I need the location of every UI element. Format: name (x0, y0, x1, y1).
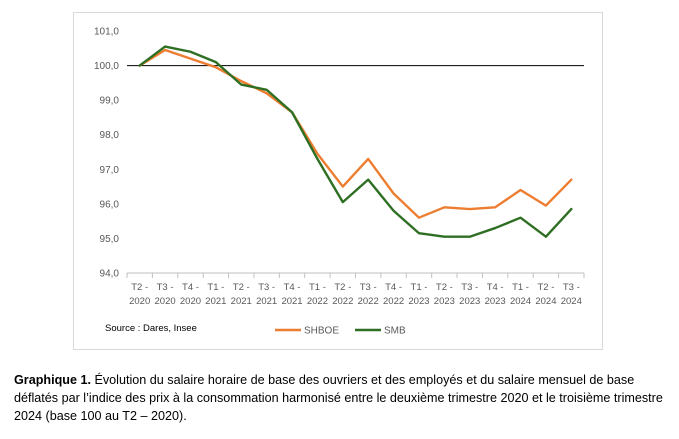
caption-label: Graphique 1. (14, 373, 91, 387)
legend-label-smb: SMB (384, 326, 406, 337)
x-tick-label: T1 -2021 (205, 282, 226, 307)
series-line-shboe (138, 48, 573, 219)
y-tick-label: 101,0 (94, 27, 119, 38)
y-tick-label: 98,0 (100, 130, 120, 141)
x-tick-label: T4 -2021 (281, 282, 302, 307)
source-note: Source : Dares, Insee (105, 323, 197, 334)
y-axis: 94,0 95,0 96,0 97,0 98,0 99,0 100,0 101,0 (94, 27, 119, 280)
x-tick-label: T2 -2023 (434, 282, 455, 307)
x-tick-label: T2 -2022 (332, 282, 353, 307)
figure-caption: Graphique 1. Évolution du salaire horair… (14, 371, 669, 425)
x-tick-label: T2 -2021 (231, 282, 252, 307)
x-tick-label: T2 -2020 (129, 282, 150, 307)
y-tick-label: 100,0 (94, 61, 119, 72)
x-tick-label: T1 -2023 (408, 282, 429, 307)
legend-label-shboe: SHBOE (304, 326, 339, 337)
y-tick-label: 99,0 (100, 96, 120, 107)
x-tick-label: T1 -2024 (510, 282, 531, 307)
x-tick-label: T3 -2021 (256, 282, 277, 307)
y-tick-label: 97,0 (100, 165, 120, 176)
y-tick-label: 94,0 (100, 269, 120, 280)
x-tick-label: T3 -2024 (561, 282, 582, 307)
caption-text: Évolution du salaire horaire de base des… (14, 373, 663, 423)
x-tick-label: T2 -2024 (535, 282, 556, 307)
y-tick-label: 96,0 (100, 199, 120, 210)
series-line-smb (138, 45, 573, 238)
x-tick-label: T1 -2022 (307, 282, 328, 307)
x-tick-label: T3 -2022 (358, 282, 379, 307)
y-tick-label: 95,0 (100, 234, 120, 245)
x-tick-label: T4 -2020 (180, 282, 201, 307)
x-tick-label: T4 -2022 (383, 282, 404, 307)
legend: SHBOE SMB (275, 326, 406, 337)
x-tick-label: T3 -2020 (155, 282, 176, 307)
x-tick-label: T4 -2023 (485, 282, 506, 307)
series-lines (138, 45, 573, 238)
x-tick-label: T3 -2023 (459, 282, 480, 307)
